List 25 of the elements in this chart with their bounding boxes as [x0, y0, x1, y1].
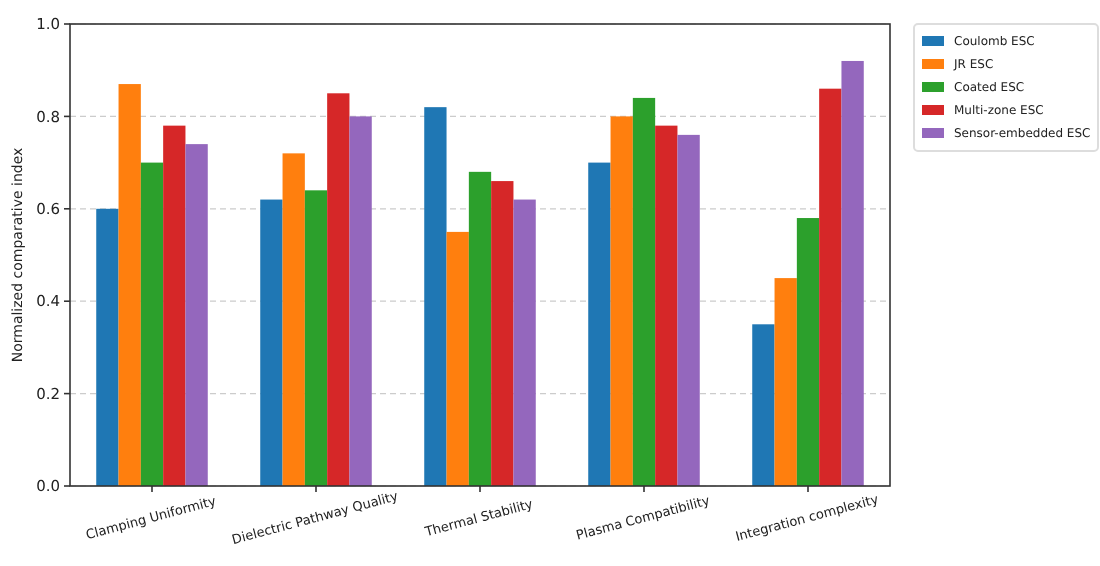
- bar: [610, 116, 633, 486]
- bar: [796, 218, 820, 486]
- bar: [260, 199, 283, 486]
- bar: [819, 88, 842, 486]
- bar: [632, 97, 656, 486]
- bar: [282, 153, 305, 486]
- bar: [841, 60, 864, 486]
- bar: [163, 125, 186, 486]
- bar: [468, 171, 492, 486]
- bar: [513, 199, 536, 486]
- bar: [118, 84, 141, 486]
- bar: [185, 144, 208, 486]
- bar: [774, 278, 797, 486]
- bar: [96, 208, 119, 486]
- bar: [304, 190, 328, 486]
- bar: [677, 134, 700, 486]
- bar: [140, 162, 164, 486]
- bar: [327, 93, 350, 486]
- bar: [446, 231, 469, 486]
- bar: [349, 116, 372, 486]
- bar: [491, 181, 514, 486]
- bar: [424, 107, 447, 486]
- bar: [655, 125, 678, 486]
- bar: [752, 324, 775, 486]
- bar: [588, 162, 611, 486]
